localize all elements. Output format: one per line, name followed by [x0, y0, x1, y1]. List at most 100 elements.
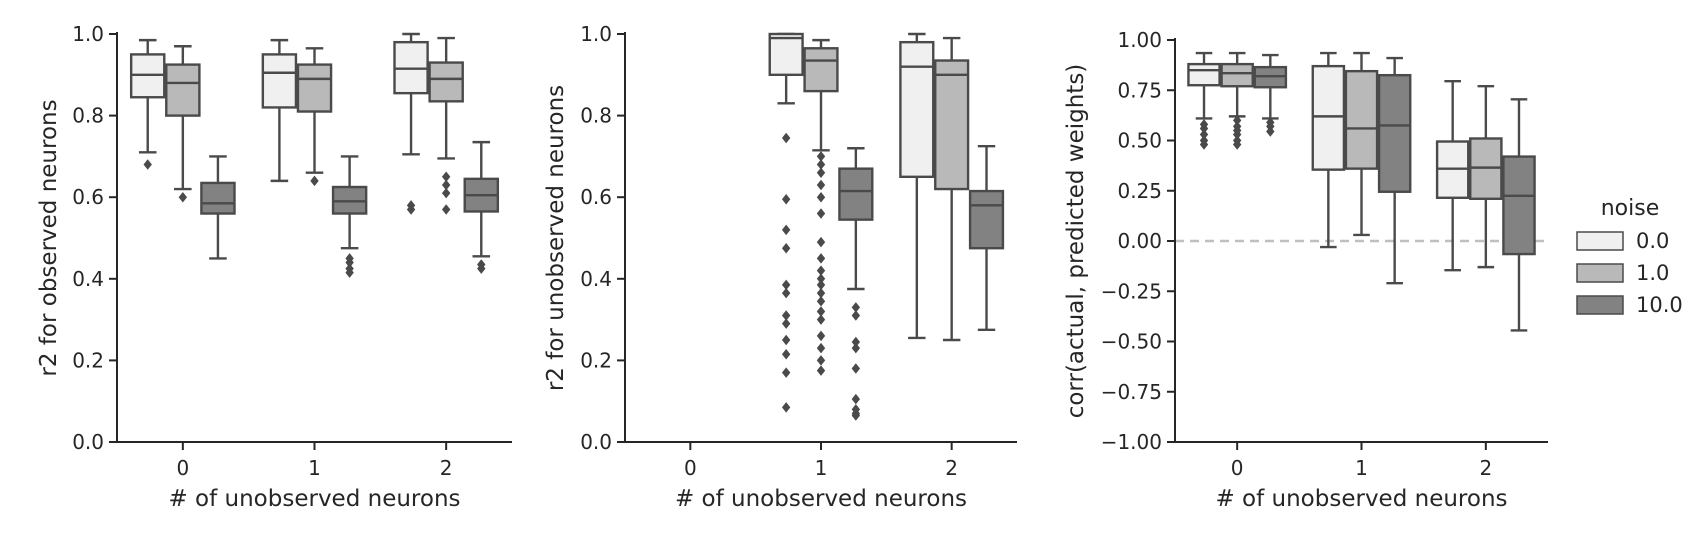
box-iqr — [803, 47, 839, 93]
box-noise-10.0-cat-0 — [1253, 53, 1288, 137]
box-noise-1.0-cat-1 — [1344, 51, 1379, 237]
y-tick-label: 0.2 — [580, 348, 612, 372]
x-tick-label: 1 — [308, 456, 321, 480]
outlier-point — [1199, 123, 1209, 134]
outlier-point — [781, 310, 791, 321]
outlier-point — [816, 167, 826, 178]
outlier-point — [781, 334, 791, 346]
x-tick-label: 2 — [945, 456, 958, 480]
outlier-point — [816, 159, 826, 170]
outlier-point — [816, 355, 826, 366]
legend-swatch-0.0 — [1576, 231, 1624, 251]
chart-panel-3: −1.00 −0.75 −0.50 −0.25 0.00 0.25 0.50 0.75 1.00… — [1063, 28, 1548, 512]
outlier-point — [816, 191, 826, 203]
box-noise-0.0-cat-1 — [261, 38, 298, 183]
y-tick-label: −1.00 — [1101, 430, 1162, 454]
outlier-point — [143, 159, 152, 170]
box-iqr — [1502, 155, 1536, 256]
outlier-point — [816, 236, 826, 248]
box-iqr — [768, 32, 804, 76]
y-tick-label: 0.00 — [1117, 229, 1162, 253]
box-noise-1.0-cat-0 — [165, 45, 201, 203]
box-noise-1.0-cat-2 — [428, 36, 464, 215]
y-tick-label: −0.25 — [1101, 279, 1162, 303]
legend-label: 0.0 — [1636, 229, 1669, 253]
outlier-point — [816, 295, 826, 307]
outlier-point — [1232, 139, 1242, 150]
box-noise-10.0-cat-0 — [200, 155, 236, 260]
y-tick-label: 1.00 — [1117, 28, 1162, 52]
box-noise-10.0-cat-1 — [838, 147, 874, 421]
y-tick-label: 0.25 — [1117, 179, 1162, 203]
outlier-point — [816, 314, 826, 325]
box-noise-1.0-cat-2 — [1469, 85, 1503, 269]
outlier-point — [1232, 115, 1242, 126]
outlier-point — [816, 342, 826, 354]
y-tick-label: 0.2 — [72, 348, 104, 372]
x-tick-label: 2 — [1479, 456, 1492, 480]
legend-swatch-1.0 — [1576, 263, 1624, 283]
outlier-point — [816, 265, 826, 276]
box-noise-0.0-cat-1 — [1311, 51, 1346, 249]
outlier-point — [781, 402, 791, 413]
box-noise-0.0-cat-0 — [129, 38, 166, 170]
x-tick-label: 0 — [176, 456, 189, 480]
x-tick-label: 0 — [684, 456, 697, 480]
outlier-point — [816, 330, 826, 342]
legend-label: 10.0 — [1636, 293, 1683, 317]
outlier-point — [1232, 129, 1242, 140]
outlier-point — [781, 318, 791, 329]
x-tick-label: 2 — [440, 456, 453, 480]
outlier-point — [310, 175, 319, 187]
outlier-point — [1199, 129, 1209, 140]
outlier-point — [441, 179, 451, 191]
y-axis-label: r2 for unobserved neurons — [543, 85, 569, 391]
outlier-point — [1199, 139, 1209, 150]
y-tick-label: −0.75 — [1101, 380, 1162, 404]
y-axis-label: corr(actual, predicted weights) — [1063, 64, 1089, 419]
box-iqr — [261, 53, 298, 109]
outlier-point — [816, 151, 826, 162]
outlier-point — [816, 273, 826, 285]
box-noise-1.0-cat-1 — [803, 38, 839, 376]
outlier-point — [345, 257, 354, 268]
box-iqr — [1187, 62, 1221, 87]
outlier-point — [345, 267, 354, 278]
box-noise-10.0-cat-2 — [1502, 98, 1536, 332]
outlier-point — [781, 367, 791, 378]
outlier-point — [781, 224, 791, 236]
outlier-point — [441, 171, 451, 183]
box-iqr — [165, 63, 201, 117]
box-noise-0.0-cat-2 — [899, 32, 935, 340]
legend-label: 1.0 — [1636, 261, 1669, 285]
outlier-point — [477, 263, 486, 274]
y-tick-label: 0.4 — [72, 267, 104, 291]
y-tick-label: −0.50 — [1101, 330, 1162, 354]
y-tick-label: 0.0 — [580, 430, 612, 454]
x-axis-label: # of unobserved neurons — [675, 486, 967, 512]
box-noise-10.0-cat-1 — [331, 155, 368, 278]
outlier-point — [1266, 126, 1275, 137]
box-noise-1.0-cat-2 — [934, 36, 970, 342]
box-iqr — [1377, 73, 1412, 193]
chart-panel-2: 0.0 0.2 0.4 0.6 0.8 1.0 0 1 2 # of unobserved neu… — [543, 22, 1017, 512]
x-axis-label: # of unobserved neurons — [1215, 486, 1507, 512]
box-noise-1.0-cat-0 — [1220, 51, 1254, 150]
outlier-point — [851, 302, 861, 313]
box-iqr — [838, 167, 874, 221]
box-noise-10.0-cat-1 — [1377, 56, 1412, 285]
box-noise-0.0-cat-2 — [1435, 80, 1470, 272]
y-tick-label: 0.8 — [72, 104, 104, 128]
box-noise-0.0-cat-2 — [393, 32, 429, 215]
outlier-point — [851, 336, 861, 348]
outlier-point — [851, 310, 861, 321]
x-axis-label: # of unobserved neurons — [168, 486, 460, 512]
box-iqr — [296, 63, 333, 113]
box-iqr — [1311, 64, 1346, 171]
outlier-point — [851, 410, 861, 421]
outlier-point — [781, 242, 791, 254]
y-axis-label: r2 for observed neurons — [36, 99, 62, 376]
x-tick-label: 1 — [815, 456, 828, 480]
outlier-point — [781, 279, 791, 291]
